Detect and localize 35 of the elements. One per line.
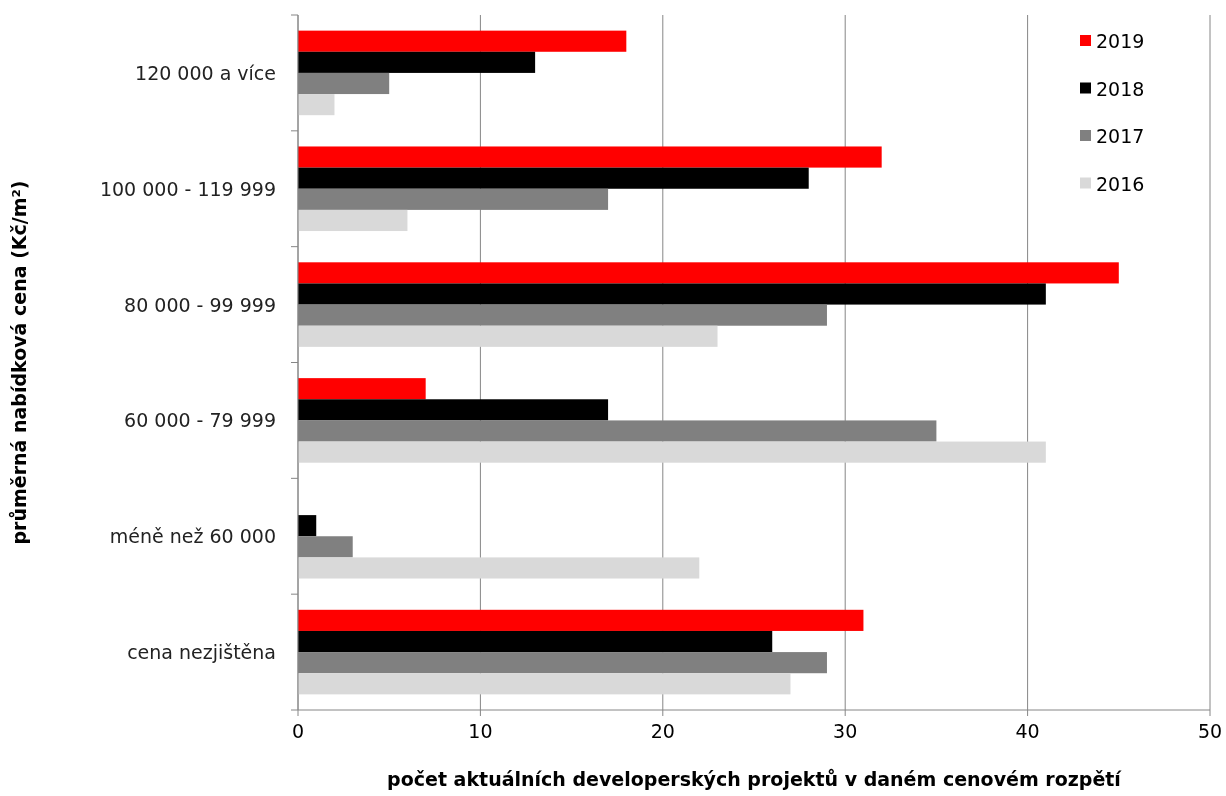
x-tick-label: 0 xyxy=(291,720,305,742)
bar xyxy=(298,441,1046,463)
y-tick-label: méně než 60 000 xyxy=(109,525,276,548)
bar xyxy=(298,609,864,631)
bar xyxy=(298,283,1046,305)
bar xyxy=(298,325,718,347)
bar xyxy=(298,167,809,189)
x-tick-label: 50 xyxy=(1197,720,1223,742)
bar xyxy=(298,209,408,232)
bar xyxy=(298,515,317,537)
bar xyxy=(298,399,609,421)
bar xyxy=(298,378,426,400)
y-tick-label: 120 000 a více xyxy=(135,61,276,84)
x-tick-label: 40 xyxy=(1015,720,1040,742)
legend-label: 2019 xyxy=(1096,30,1145,52)
x-tick-label: 30 xyxy=(833,720,858,742)
x-axis-title: počet aktuálních developerských projektů v daném cenovém rozpětí xyxy=(387,768,1123,790)
bar xyxy=(298,94,335,116)
y-tick-label: 60 000 - 79 999 xyxy=(124,409,276,432)
bar xyxy=(298,557,700,579)
y-tick-label: 100 000 - 119 999 xyxy=(99,177,276,200)
bar xyxy=(298,630,773,653)
bar xyxy=(298,51,536,73)
bar xyxy=(298,673,791,695)
bar xyxy=(298,262,1119,284)
legend-label: 2016 xyxy=(1096,172,1145,195)
x-tick-label: 10 xyxy=(468,720,493,742)
x-tick-label: 20 xyxy=(650,720,675,742)
y-tick-label: cena nezjištěna xyxy=(127,641,276,664)
y-tick-label: 80 000 - 99 999 xyxy=(124,293,276,316)
bar xyxy=(298,146,882,168)
legend-label: 2017 xyxy=(1096,125,1145,147)
bar xyxy=(298,30,627,52)
legend-label: 2018 xyxy=(1096,77,1145,100)
y-axis-title: průměrná nabídková cena (Kč/m²) xyxy=(8,180,30,545)
